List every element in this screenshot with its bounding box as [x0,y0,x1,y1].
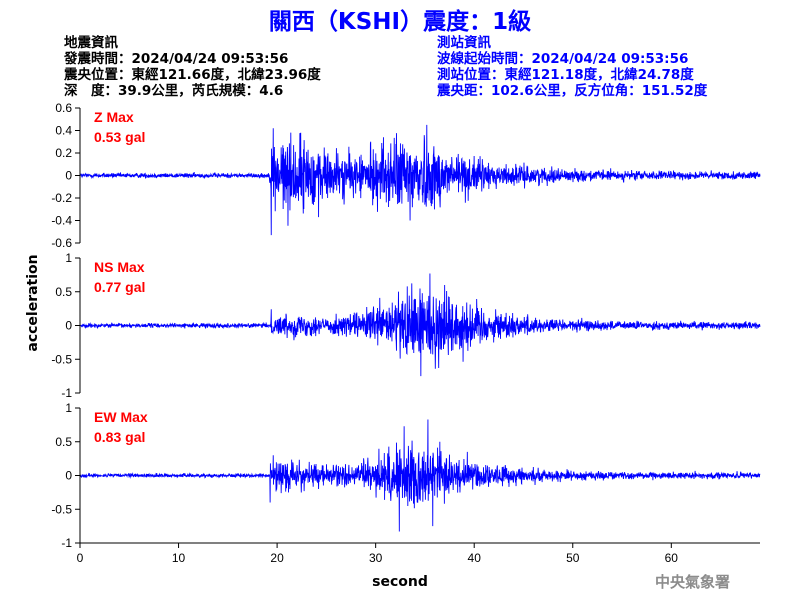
x-tick-label: 50 [566,551,580,565]
x-tick-label: 0 [77,551,84,565]
x-tick-label: 40 [468,551,482,565]
max-label-ns: NS Max [94,259,145,275]
origin-time: 發震時間：2024/04/24 09:53:56 [64,51,289,67]
station-location: 測站位置：東經121.18度，北緯24.78度 [437,67,694,83]
y-tick-label: 1 [65,401,72,415]
waveform-ns [79,273,761,377]
y-tick-label: -1 [61,536,72,550]
x-axis-label: second [372,574,428,590]
x-tick-label: 60 [665,551,679,565]
waveform-z [79,124,761,236]
y-tick-label: 0.5 [55,285,72,299]
x-tick-label: 20 [270,551,284,565]
y-tick-label: 0.4 [55,124,72,138]
y-tick-label: 0 [65,469,72,483]
y-tick-label: -0.6 [51,236,72,250]
depth-magnitude: 深 度：39.9公里，芮氏規模：4.6 [64,83,284,99]
max-label-ew: EW Max [94,409,148,425]
x-tick-label: 30 [369,551,383,565]
y-tick-label: -0.5 [51,352,72,366]
y-tick-label: -0.2 [51,191,72,205]
waveform-ew [79,419,761,532]
y-tick-label: 1 [65,251,72,265]
max-value-ns: 0.77 gal [94,279,145,295]
y-tick-label: -0.5 [51,502,72,516]
y-tick-label: 0 [65,319,72,333]
agency-watermark: 中央氣象署 [655,573,731,591]
epicentral-distance: 震央距：102.6公里，反方位角：151.52度 [437,83,708,99]
wave-start-time: 波線起始時間：2024/04/24 09:53:56 [437,51,689,67]
panel-ew: 1 0.5 0 -0.5 -1 EW Max 0.83 gal [51,401,761,550]
x-tick-label: 10 [172,551,186,565]
y-tick-label: -0.4 [51,214,72,228]
y-axis-label: acceleration [25,254,41,351]
y-tick-label: 0.6 [55,101,72,115]
max-label-z: Z Max [94,109,134,125]
earthquake-info-block: 地震資訊 發震時間：2024/04/24 09:53:56 震央位置：東經121… [64,35,321,99]
y-tick-label: 0.2 [55,146,72,160]
panel-ns: 1 0.5 0 -0.5 -1 NS Max 0.77 gal [51,251,761,400]
y-tick-label: -1 [61,386,72,400]
max-value-z: 0.53 gal [94,129,145,145]
earthquake-info-heading: 地震資訊 [64,35,118,51]
station-info-heading: 測站資訊 [437,35,491,51]
chart-title: 關西（KSHI）震度：1級 [268,9,532,35]
y-tick-label: 0 [65,169,72,183]
max-value-ew: 0.83 gal [94,429,145,445]
panel-z: 0.6 0.4 0.2 0 -0.2 -0.4 -0.6 Z Max 0.53 gal [51,101,761,250]
y-tick-label: 0.5 [55,435,72,449]
station-info-block: 測站資訊 波線起始時間：2024/04/24 09:53:56 測站位置：東經1… [437,35,707,99]
epicenter-location: 震央位置：東經121.66度，北緯23.96度 [64,67,321,83]
